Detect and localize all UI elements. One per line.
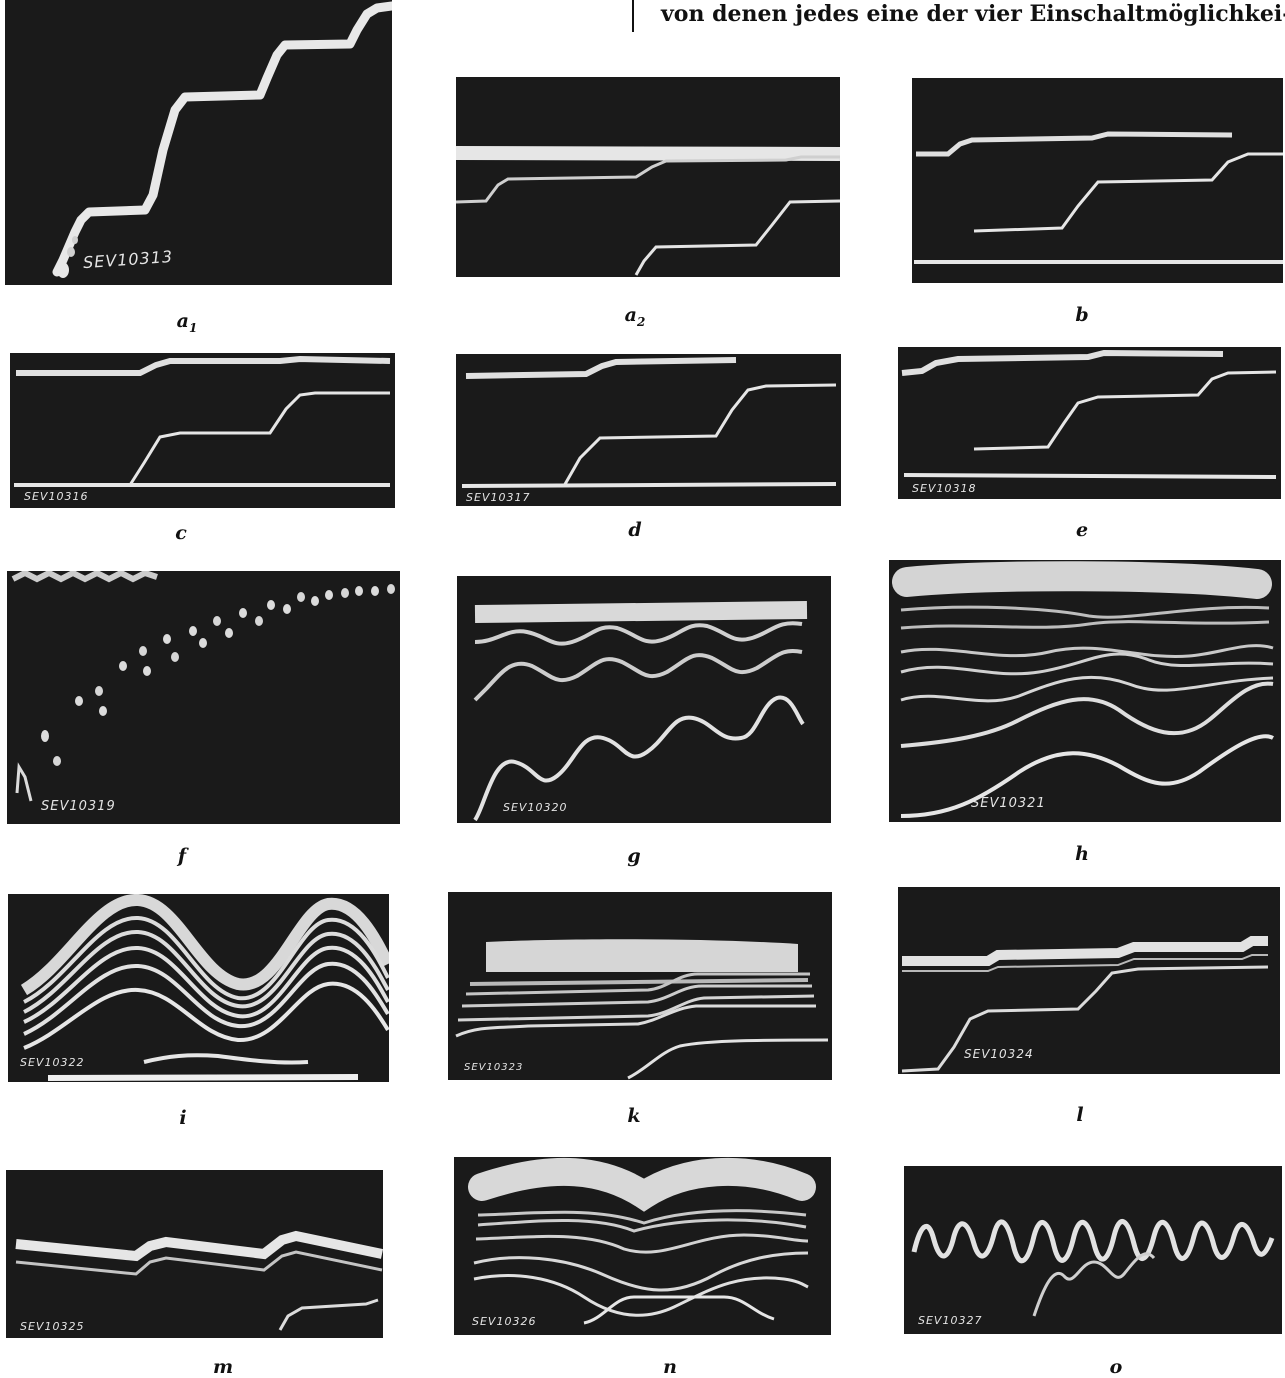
oscillogram-a1: SEV10313 — [5, 0, 392, 285]
figure-caption-o: o — [1109, 1356, 1123, 1378]
plate-label: SEV10317 — [466, 491, 531, 504]
plate-label: SEV10320 — [503, 801, 568, 814]
oscillogram-b — [912, 78, 1283, 283]
figure-caption-c: c — [175, 522, 187, 544]
oscillogram-i: SEV10322 — [8, 894, 389, 1082]
oscillogram-o: SEV10327 — [904, 1166, 1282, 1334]
oscillogram-l: SEV10324 — [898, 887, 1280, 1074]
plate-label: SEV10325 — [20, 1320, 85, 1333]
header-text: von denen jedes eine der vier Einschaltm… — [661, 1, 1285, 27]
oscillogram-g-trace — [473, 601, 808, 822]
plate-label: SEV10319 — [41, 799, 116, 814]
oscillogram-n: SEV10326 — [454, 1157, 831, 1335]
oscillogram-k: SEV10323 — [448, 892, 832, 1080]
oscillogram-o-trace — [911, 1219, 1275, 1317]
figure-caption-a1: a1 — [176, 310, 198, 335]
oscillogram-f-trace — [11, 571, 395, 802]
figure-caption-g: g — [627, 845, 641, 867]
plate-label: SEV10327 — [918, 1314, 983, 1327]
figure-caption-b: b — [1075, 304, 1089, 326]
oscillogram-i-trace — [20, 894, 389, 1081]
oscillogram-a2 — [456, 77, 840, 277]
oscillogram-b-trace — [914, 131, 1283, 264]
plate-label: SEV10321 — [971, 796, 1046, 811]
column-rule — [632, 0, 634, 32]
oscillogram-a1-trace — [52, 1, 392, 278]
oscillogram-a2-trace — [456, 146, 840, 276]
figure-caption-a2: a2 — [624, 304, 646, 329]
figure-caption-k: k — [627, 1105, 641, 1127]
oscillogram-c: SEV10316 — [10, 353, 395, 508]
oscillogram-h-trace — [892, 561, 1274, 818]
figure-caption-e: e — [1075, 519, 1089, 541]
figure-caption-l: l — [1076, 1104, 1084, 1126]
figure-caption-f: f — [177, 845, 187, 867]
plate-label: SEV10323 — [464, 1062, 524, 1073]
oscillogram-d-trace — [461, 357, 837, 488]
figure-caption-h: h — [1075, 843, 1089, 865]
oscillogram-g: SEV10320 — [457, 576, 831, 823]
oscillogram-m: SEV10325 — [6, 1170, 383, 1338]
oscillogram-h: SEV10321 — [889, 560, 1281, 822]
figure-caption-m: m — [212, 1356, 234, 1378]
plate-label: SEV10316 — [24, 490, 89, 503]
figure-caption-d: d — [628, 519, 642, 541]
oscillogram-l-trace — [901, 936, 1269, 1073]
oscillogram-e-trace — [901, 349, 1277, 479]
plate-label: SEV10326 — [472, 1315, 537, 1328]
plate-label: SEV10318 — [912, 482, 977, 495]
oscillogram-c-trace — [14, 355, 391, 487]
figure-caption-i: i — [179, 1107, 187, 1129]
plate-label: SEV10324 — [964, 1047, 1034, 1061]
plate-label: SEV10322 — [20, 1056, 85, 1069]
oscillogram-n-trace — [468, 1157, 816, 1325]
oscillogram-d: SEV10317 — [456, 354, 841, 506]
oscillogram-e: SEV10318 — [898, 347, 1281, 499]
figure-caption-n: n — [663, 1356, 677, 1378]
oscillogram-m-trace — [15, 1230, 383, 1331]
oscillogram-f: SEV10319 — [7, 571, 400, 824]
oscillogram-k-trace — [455, 939, 829, 1080]
